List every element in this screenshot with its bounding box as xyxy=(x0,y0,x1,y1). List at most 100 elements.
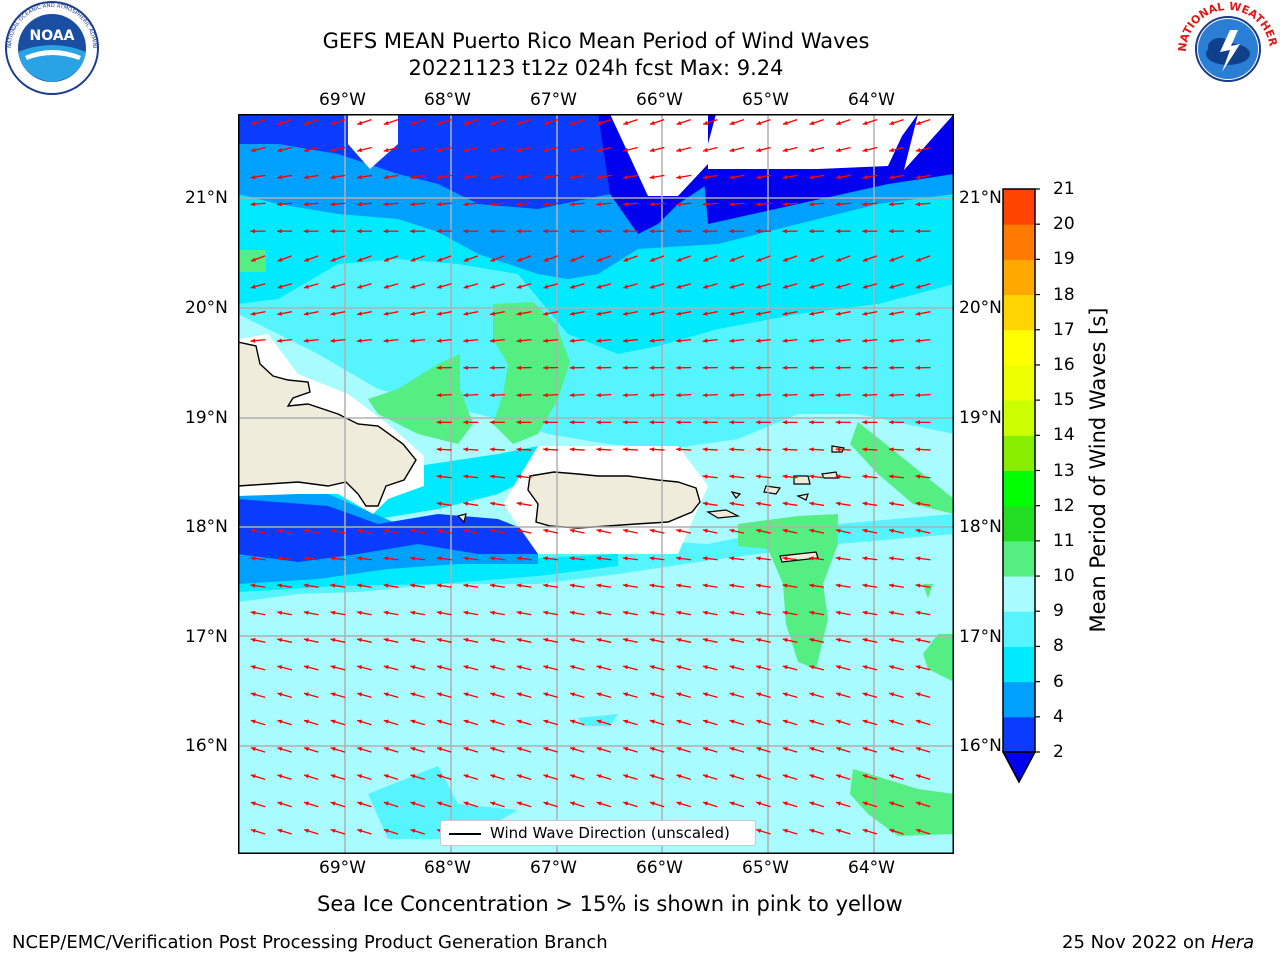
wind-wave-arrowhead xyxy=(676,257,682,262)
wind-wave-arrowhead xyxy=(463,746,469,752)
wind-wave-arrowhead xyxy=(596,229,601,234)
wind-wave-arrowhead xyxy=(888,556,894,561)
colorbar-segment xyxy=(1003,435,1035,471)
colorbar-segment xyxy=(1003,716,1035,753)
wind-wave-arrowhead xyxy=(649,392,655,398)
wind-wave-arrowhead xyxy=(888,201,894,207)
wind-wave-arrowhead xyxy=(756,692,762,697)
wind-wave-arrowhead xyxy=(623,692,629,697)
wind-wave-arrowhead xyxy=(649,774,655,779)
wind-wave-arrowhead xyxy=(836,120,842,126)
wind-wave-arrowhead xyxy=(303,637,309,643)
wind-wave-arrowhead xyxy=(809,147,815,153)
wind-wave-arrowhead xyxy=(915,284,921,289)
wind-wave-arrowhead xyxy=(756,501,761,506)
colorbar-title: Mean Period of Wind Waves [s] xyxy=(1086,307,1110,633)
wind-wave-arrowhead xyxy=(410,801,416,806)
wind-wave-arrowhead xyxy=(543,257,549,262)
wind-wave-arrowhead xyxy=(756,257,762,262)
wind-wave-arrowhead xyxy=(862,828,868,834)
wind-wave-arrowhead xyxy=(915,774,921,779)
wind-wave-arrowhead xyxy=(889,284,895,289)
wind-wave-arrowhead xyxy=(330,120,336,126)
wind-wave-arrowhead xyxy=(835,583,841,588)
wind-wave-arrowhead xyxy=(862,746,868,752)
wind-wave-arrowhead xyxy=(782,284,788,289)
wind-wave-arrowhead xyxy=(436,147,442,153)
wind-wave-arrowhead xyxy=(543,365,548,370)
wind-wave-arrowhead xyxy=(304,719,309,724)
wind-wave-arrowhead xyxy=(702,201,708,207)
wind-wave-arrowhead xyxy=(569,556,575,561)
svg-text:NOAA: NOAA xyxy=(30,28,75,44)
wind-wave-arrowhead xyxy=(862,311,868,316)
wind-wave-arrowhead xyxy=(782,583,788,588)
wind-wave-arrowhead xyxy=(250,801,256,806)
wind-wave-arrowhead xyxy=(649,447,655,452)
wind-wave-arrowhead xyxy=(915,365,921,370)
wind-wave-arrowhead xyxy=(809,420,814,425)
wind-wave-arrowhead xyxy=(862,365,867,370)
wind-wave-arrowhead xyxy=(649,284,655,289)
wind-wave-arrowhead xyxy=(543,692,549,697)
wind-wave-arrowhead xyxy=(490,665,496,670)
wind-wave-arrowhead xyxy=(516,257,522,262)
wind-wave-arrowhead xyxy=(729,257,735,262)
wind-wave-arrowhead xyxy=(862,583,868,588)
wind-wave-arrowhead xyxy=(623,257,629,262)
wind-wave-arrowhead xyxy=(543,556,548,561)
wind-wave-arrowhead xyxy=(383,801,389,806)
wind-wave-arrowhead xyxy=(330,201,336,207)
wind-wave-arrowhead xyxy=(489,583,495,588)
wind-wave-arrowhead xyxy=(889,311,894,316)
wind-wave-arrowhead xyxy=(809,665,815,670)
wind-wave-arrowhead xyxy=(729,774,735,779)
colorbar-tick-label: 12 xyxy=(1053,495,1075,516)
lon-label-top: 67°W xyxy=(530,90,577,110)
wind-wave-arrowhead xyxy=(277,338,282,343)
wind-wave-arrowhead xyxy=(277,719,283,724)
wind-wave-arrowhead xyxy=(330,174,336,180)
wind-wave-arrowhead xyxy=(356,201,362,207)
wind-wave-arrowhead xyxy=(862,338,868,343)
wind-wave-arrowhead xyxy=(729,637,735,643)
wind-wave-arrowhead xyxy=(569,284,575,289)
wind-wave-arrowhead xyxy=(490,528,495,533)
wind-wave-arrowhead xyxy=(356,338,362,343)
wind-wave-arrowhead xyxy=(410,665,416,670)
wind-wave-arrowhead xyxy=(623,147,629,153)
wind-wave-arrowhead xyxy=(463,420,468,425)
wind-wave-arrowhead xyxy=(330,257,336,262)
wind-wave-arrowhead xyxy=(410,556,415,561)
wind-wave-arrowhead xyxy=(915,637,921,643)
wind-wave-arrowhead xyxy=(357,692,363,697)
wind-wave-arrowhead xyxy=(516,311,522,316)
wind-wave-arrowhead xyxy=(383,120,389,126)
wind-wave-arrowhead xyxy=(756,801,762,806)
wind-wave-arrowhead xyxy=(809,801,815,806)
wind-wave-arrowhead xyxy=(782,420,788,425)
wind-wave-arrowhead xyxy=(729,474,735,479)
wind-wave-arrowhead xyxy=(410,719,416,724)
wind-wave-arrowhead xyxy=(676,338,681,343)
wind-wave-arrowhead xyxy=(835,420,841,425)
wind-wave-arrowhead xyxy=(676,174,682,180)
wind-wave-arrowhead xyxy=(676,801,682,806)
wind-wave-arrowhead xyxy=(622,447,628,452)
wind-wave-arrowhead xyxy=(915,174,921,180)
wind-wave-arrowhead xyxy=(862,474,868,479)
wind-wave-arrowhead xyxy=(809,556,814,561)
legend-label: Wind Wave Direction (unscaled) xyxy=(490,824,730,842)
wind-wave-arrowhead xyxy=(330,528,336,533)
wind-wave-arrowhead xyxy=(755,229,761,234)
wind-wave-arrowhead xyxy=(809,774,815,779)
wind-wave-arrowhead xyxy=(676,420,681,425)
wind-wave-arrowhead xyxy=(782,556,788,561)
wind-wave-arrowhead xyxy=(888,365,894,370)
wind-wave-arrowhead xyxy=(383,338,389,343)
wind-wave-arrowhead xyxy=(756,174,761,180)
wind-wave-arrowhead xyxy=(436,229,442,234)
wind-wave-arrowhead xyxy=(516,774,522,779)
wind-wave-arrowhead xyxy=(649,665,655,670)
wind-wave-arrowhead xyxy=(410,147,416,153)
